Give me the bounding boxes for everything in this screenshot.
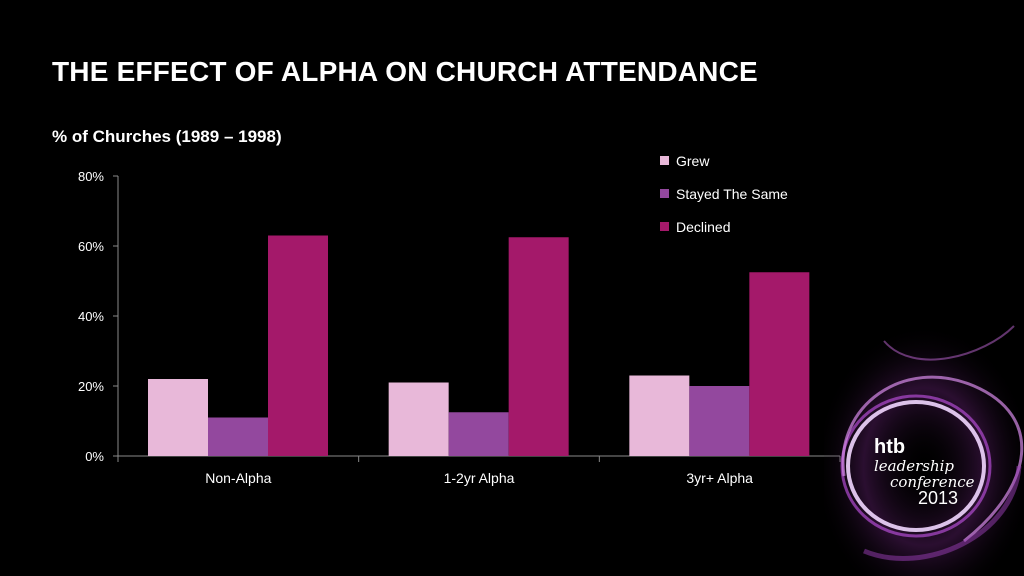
chart-legend: Grew Stayed The Same Declined xyxy=(660,144,788,243)
logo-year: 2013 xyxy=(918,488,959,508)
y-tick-label: 0% xyxy=(85,449,104,464)
legend-label-grew: Grew xyxy=(676,152,710,169)
bar-declined-non-alpha xyxy=(268,235,328,456)
bar-stayed-the-same-1-2yr-alpha xyxy=(448,412,509,456)
logo-leadership: leadership xyxy=(874,457,955,475)
legend-label-stayed-the-same: Stayed The Same xyxy=(676,185,788,202)
legend-swatch-stayed-the-same xyxy=(660,189,669,198)
y-tick-label: 40% xyxy=(78,309,104,324)
chart-subtitle: % of Churches (1989 – 1998) xyxy=(52,127,282,146)
conference-logo-swirl xyxy=(824,316,1024,576)
x-category-label: Non-Alpha xyxy=(205,470,271,486)
bar-grew-1-2yr-alpha xyxy=(388,382,449,456)
bar-stayed-the-same-non-alpha xyxy=(208,417,268,456)
legend-item-grew: Grew xyxy=(660,144,788,177)
y-tick-label: 80% xyxy=(78,169,104,184)
legend-swatch-declined xyxy=(660,222,669,231)
bar-declined-3yr-alpha xyxy=(749,272,810,456)
x-category-label: 3yr+ Alpha xyxy=(686,470,753,486)
bar-grew-non-alpha xyxy=(148,379,208,456)
legend-item-stayed-the-same: Stayed The Same xyxy=(660,177,788,210)
bar-stayed-the-same-3yr-alpha xyxy=(689,386,750,456)
bar-grew-3yr-alpha xyxy=(629,375,690,456)
legend-swatch-grew xyxy=(660,156,669,165)
y-tick-label: 60% xyxy=(78,239,104,254)
legend-label-declined: Declined xyxy=(676,218,731,235)
x-category-label: 1-2yr Alpha xyxy=(444,470,515,486)
bar-declined-1-2yr-alpha xyxy=(508,237,569,456)
logo-htb: htb xyxy=(874,436,906,458)
logo-conference: conference xyxy=(890,473,975,491)
y-tick-label: 20% xyxy=(78,379,104,394)
conference-logo-text: htb leadership conference 2013 xyxy=(874,436,975,508)
legend-item-declined: Declined xyxy=(660,210,788,243)
slide-title: THE EFFECT OF ALPHA ON CHURCH ATTENDANCE xyxy=(52,56,758,87)
